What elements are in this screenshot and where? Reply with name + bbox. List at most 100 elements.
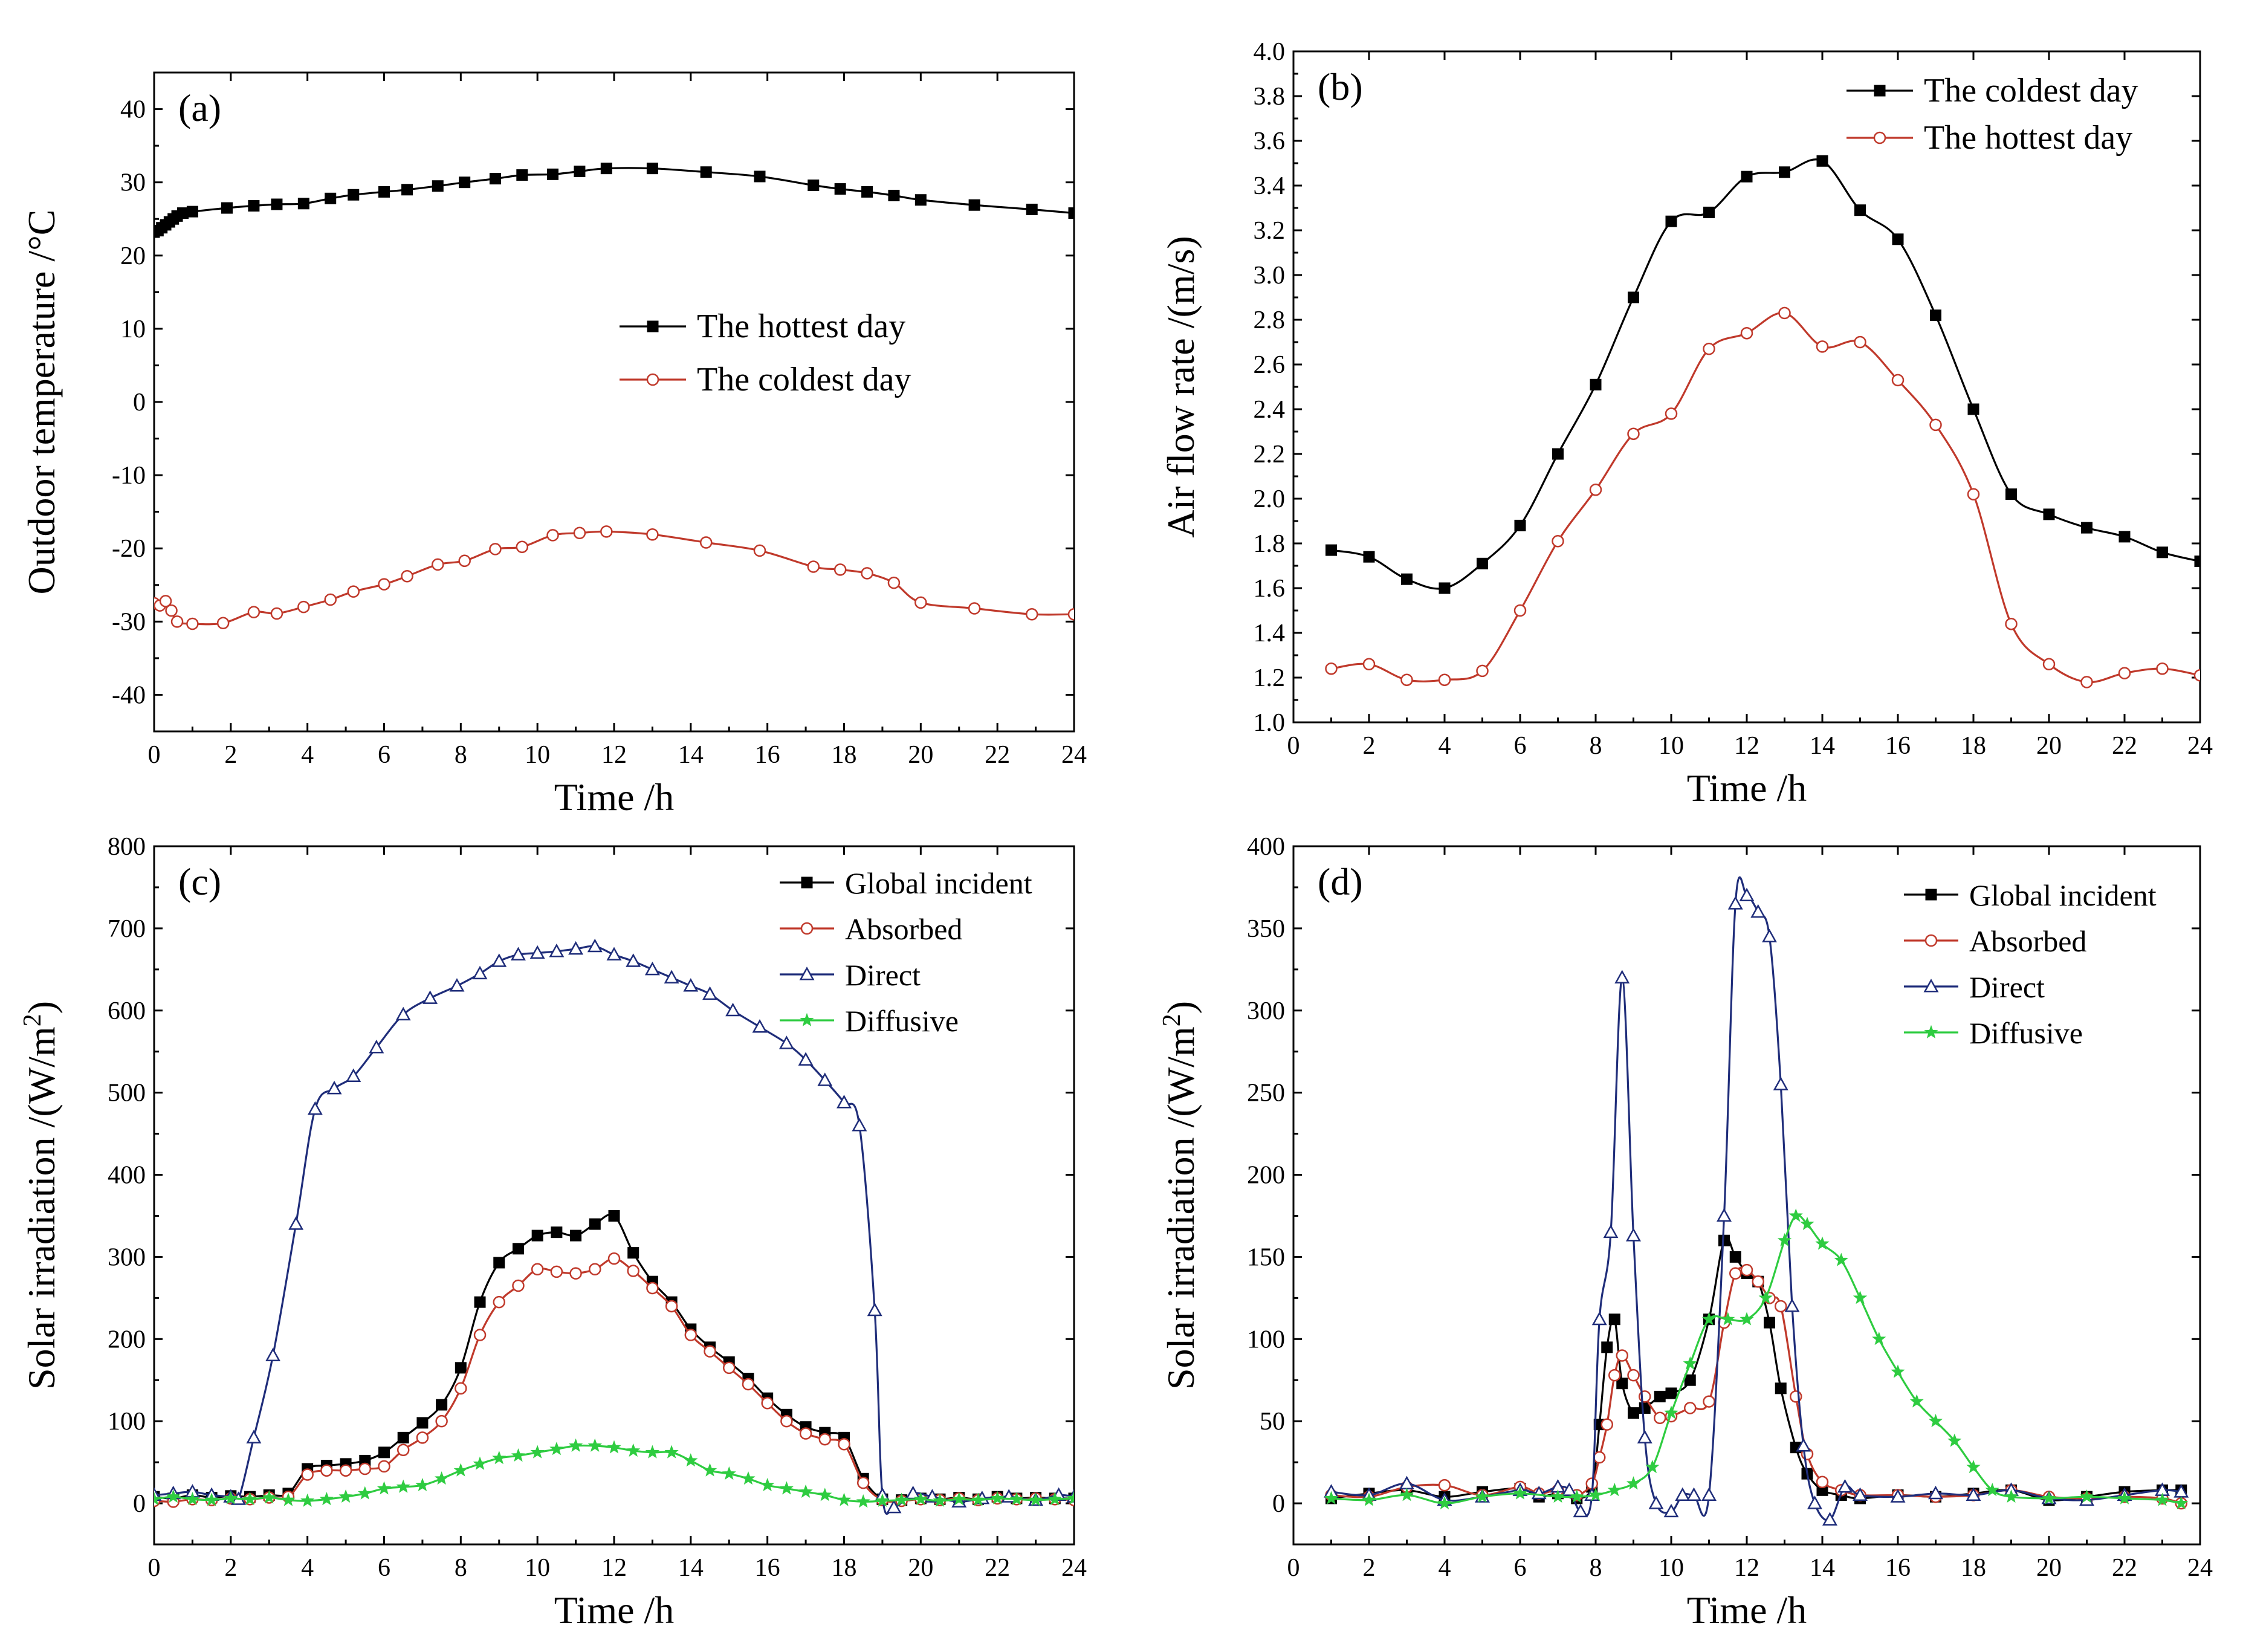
legend-label: The coldest day (697, 361, 911, 398)
data-point (1784, 1298, 1800, 1312)
data-point (473, 1329, 487, 1341)
data-point (895, 1492, 909, 1506)
data-point (455, 1382, 467, 1395)
x-tick-label: 0 (148, 1554, 161, 1582)
y-tick-label: 20 (120, 242, 146, 270)
x-tick-label: 14 (1810, 1554, 1835, 1582)
data-point (186, 617, 199, 630)
data-point (358, 1462, 372, 1475)
series-line (154, 530, 1074, 626)
legend-label: The hottest day (697, 308, 905, 345)
y-tick-label: 400 (108, 1162, 146, 1190)
legend-marker (799, 967, 815, 980)
x-tick-label: 12 (601, 741, 627, 769)
data-point (242, 1492, 257, 1506)
x-tick-label: 4 (301, 741, 314, 769)
data-point (396, 1443, 410, 1456)
data-point (1928, 1485, 1943, 1500)
data-point (1779, 166, 1790, 178)
data-point (1009, 1492, 1024, 1506)
data-point (1929, 418, 1942, 432)
x-tick-label: 20 (2036, 1554, 2062, 1582)
series-line (1331, 876, 2181, 1521)
data-point (1362, 1492, 1376, 1506)
data-point (886, 1499, 902, 1514)
x-tick-label: 0 (148, 741, 161, 769)
y-tick-label: 800 (108, 833, 146, 861)
x-tick-label: 14 (678, 741, 704, 769)
data-point (248, 199, 260, 212)
y-tick-label: 4.0 (1254, 38, 1286, 66)
data-point (346, 1068, 361, 1083)
series-line (154, 167, 1074, 233)
y-tick-label: 2.8 (1254, 306, 1286, 334)
data-point (2004, 1489, 2019, 1503)
data-point (725, 1002, 741, 1017)
legend-label: Global incident (1969, 878, 2157, 912)
legend-marker (801, 876, 813, 889)
data-point (1777, 1233, 1792, 1247)
data-point (808, 180, 820, 192)
data-point (549, 944, 565, 957)
data-point (2042, 658, 2056, 671)
y-tick-label: 2.0 (1254, 485, 1286, 513)
data-point (761, 1397, 774, 1410)
data-point (684, 1329, 697, 1341)
data-point (1834, 1252, 1848, 1266)
data-point (608, 1210, 620, 1222)
data-point (1438, 1479, 1451, 1492)
y-tick-label: -40 (112, 681, 146, 709)
data-point (1703, 342, 1715, 355)
y-tick-label: 3.4 (1254, 172, 1286, 200)
y-tick-label: 200 (1247, 1162, 1285, 1190)
data-point (1552, 535, 1564, 548)
y-tick-label: 400 (1247, 833, 1285, 861)
data-point (369, 1039, 384, 1054)
series-line (1331, 1214, 2182, 1505)
data-point (587, 938, 603, 953)
data-point (1438, 673, 1451, 686)
data-point (1967, 488, 1980, 500)
data-point (154, 1492, 161, 1506)
x-tick-label: 24 (2187, 1554, 2213, 1582)
x-tick-label: 10 (1659, 1554, 1684, 1582)
y-axis-label-main: Solar irradiation /(W/m (20, 1026, 63, 1390)
x-tick-label: 24 (2187, 732, 2213, 760)
legend-label: The coldest day (1924, 72, 2138, 109)
data-point (1514, 519, 1526, 531)
y-tick-label: 3.2 (1254, 217, 1286, 245)
data-point (569, 1267, 582, 1280)
data-point (1437, 1495, 1452, 1509)
data-point (1966, 1487, 1981, 1501)
data-point (436, 1399, 448, 1411)
data-point (396, 1479, 410, 1493)
data-point (459, 177, 471, 189)
data-point (1891, 1364, 1905, 1378)
x-tick-label: 14 (678, 1554, 704, 1582)
data-point (807, 560, 820, 573)
data-point (1601, 1341, 1613, 1353)
data-point (646, 163, 658, 175)
data-point (1603, 1224, 1619, 1239)
data-point (646, 528, 659, 541)
data-point (1362, 658, 1376, 671)
data-point (416, 1417, 429, 1429)
data-point (221, 202, 233, 214)
data-point (204, 1492, 219, 1506)
data-point (818, 1488, 832, 1501)
x-tick-label: 20 (908, 1554, 933, 1582)
x-tick-label: 20 (908, 741, 933, 769)
data-point (1627, 1369, 1640, 1382)
data-point (512, 1243, 524, 1255)
x-tick-label: 8 (455, 1554, 467, 1582)
data-point (491, 953, 507, 967)
data-point (752, 1019, 768, 1033)
series-diffusive (154, 1438, 1074, 1508)
data-point (2156, 662, 2169, 675)
x-tick-label: 10 (1659, 732, 1684, 760)
data-point (1664, 1405, 1678, 1419)
legend-label: Global incident (845, 866, 1032, 900)
data-point (1400, 673, 1413, 686)
x-tick-label: 2 (224, 741, 237, 769)
